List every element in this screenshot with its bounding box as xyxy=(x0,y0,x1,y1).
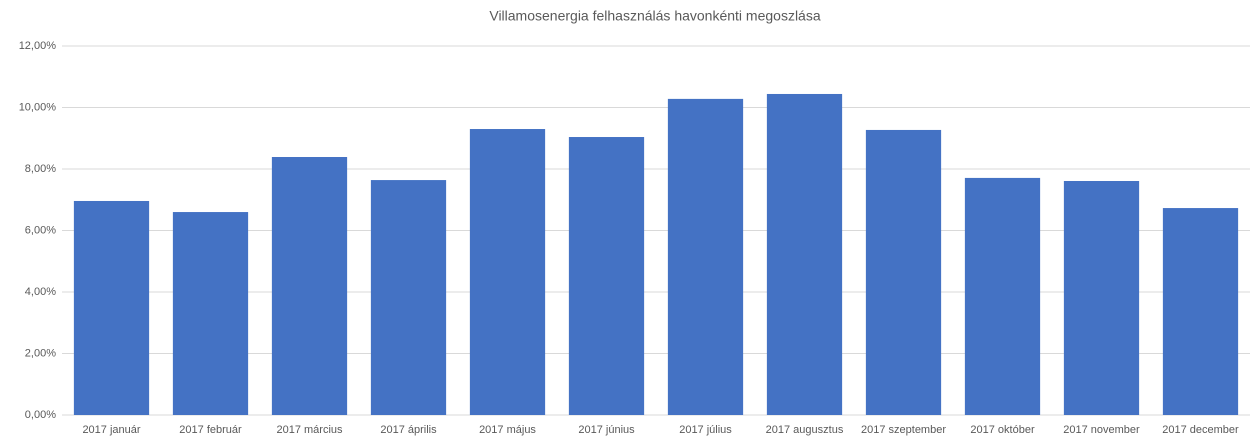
bar xyxy=(271,157,348,415)
x-tick-label: 2017 október xyxy=(970,424,1035,436)
y-tick-label: 4,00% xyxy=(25,286,56,298)
bar xyxy=(964,177,1041,415)
x-tick-label: 2017 március xyxy=(276,424,343,436)
chart-title: Villamosenergia felhasználás havonkénti … xyxy=(489,8,820,24)
bar xyxy=(766,93,843,415)
y-tick-label: 10,00% xyxy=(19,101,57,113)
bar xyxy=(172,212,249,415)
x-tick-label: 2017 december xyxy=(1162,424,1239,436)
x-tick-label: 2017 szeptember xyxy=(861,424,946,436)
bar xyxy=(469,129,546,415)
x-tick-label: 2017 február xyxy=(179,424,242,436)
bar xyxy=(865,129,942,415)
bar xyxy=(568,137,645,415)
y-tick-label: 8,00% xyxy=(25,163,56,175)
x-tick-label: 2017 június xyxy=(578,424,635,436)
x-tick-label: 2017 május xyxy=(479,424,536,436)
x-tick-label: 2017 augusztus xyxy=(766,424,844,436)
x-tick-label: 2017 április xyxy=(380,424,437,436)
bar xyxy=(370,180,447,415)
bar xyxy=(1162,208,1239,415)
x-tick-label: 2017 július xyxy=(679,424,732,436)
bar xyxy=(73,200,150,415)
x-tick-label: 2017 január xyxy=(82,424,140,436)
y-tick-label: 0,00% xyxy=(25,409,56,421)
y-tick-label: 12,00% xyxy=(19,40,57,52)
y-tick-label: 6,00% xyxy=(25,224,56,236)
bar xyxy=(1063,180,1140,415)
y-tick-label: 2,00% xyxy=(25,347,56,359)
x-tick-label: 2017 november xyxy=(1063,424,1140,436)
bar xyxy=(667,98,744,415)
